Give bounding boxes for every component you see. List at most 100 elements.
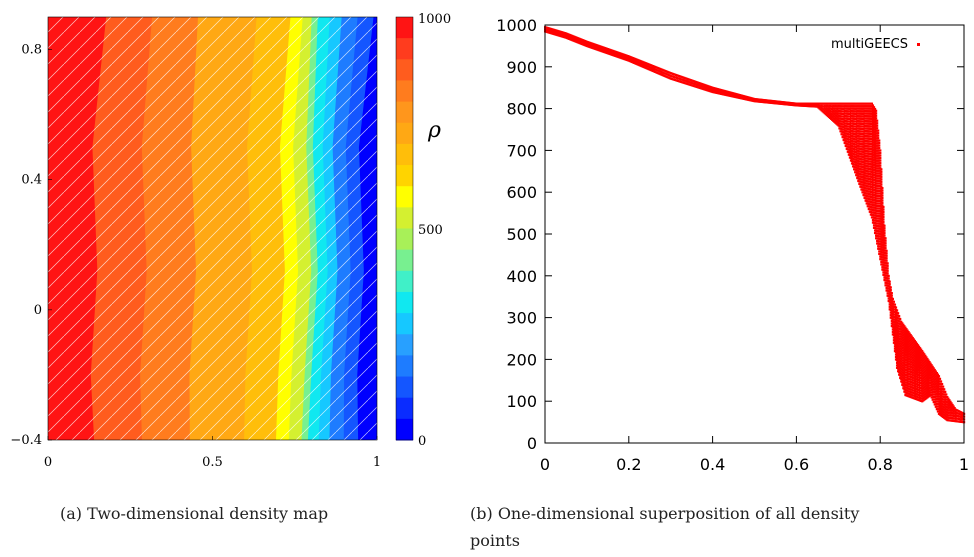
scatter-point: [949, 406, 952, 409]
scatter-point: [879, 151, 882, 155]
scatter-point: [913, 354, 916, 358]
scatter-point: [886, 272, 889, 275]
scatter-panel: 0 0.2 0.4 0.6 0.8 1 0 100 200 300 400 500 600 700 800…: [496, 16, 969, 474]
scatter-point: [888, 283, 891, 286]
scatter-point: [892, 300, 896, 303]
scatter-point: [943, 411, 946, 414]
scatter-point: [875, 114, 878, 117]
scatter-point: [908, 350, 911, 353]
scatter-point: [960, 416, 964, 419]
scatter-point: [915, 360, 919, 363]
scatter-point: [898, 360, 901, 364]
scatter-point: [920, 353, 923, 356]
scatter-point: [900, 338, 903, 341]
map-y-tick-label: 0.4: [21, 173, 42, 188]
scatter-point: [873, 161, 877, 164]
colorbar-level: [396, 334, 413, 356]
scatter-point: [881, 201, 884, 205]
scatter-point: [910, 335, 913, 338]
scatter-point: [862, 155, 865, 159]
scatter-point: [949, 403, 952, 406]
scatter-point: [881, 199, 884, 202]
scatter-point: [903, 365, 906, 368]
colorbar-label: ρ: [427, 118, 441, 143]
scatter-point: [900, 320, 903, 323]
colorbar: 1000 500 0 ρ: [395, 12, 451, 449]
scatter-point: [887, 274, 890, 277]
scatter-x-tick-label: 0.6: [784, 455, 809, 474]
scatter-point: [932, 372, 935, 375]
scatter-point: [902, 361, 905, 364]
scatter-point: [881, 191, 884, 195]
scatter-point: [920, 356, 923, 359]
scatter-point: [906, 339, 909, 342]
scatter-point: [880, 188, 883, 191]
scatter-point: [879, 162, 882, 165]
scatter-point: [900, 360, 903, 363]
scatter-point: [855, 145, 858, 149]
scatter-point: [912, 338, 915, 341]
scatter-point: [921, 350, 924, 353]
scatter-point: [900, 345, 903, 348]
scatter-point: [934, 370, 937, 373]
scatter-point: [888, 280, 891, 283]
scatter-point: [933, 368, 936, 372]
scatter-point: [900, 353, 903, 356]
scatter-point: [913, 357, 916, 360]
scatter-point: [912, 351, 915, 354]
scatter-point: [870, 137, 874, 141]
scatter-point: [910, 348, 913, 351]
scatter-point: [912, 343, 915, 346]
scatter-point: [881, 194, 884, 197]
scatter-point: [915, 347, 919, 350]
scatter-point: [917, 350, 921, 353]
scatter-point: [914, 341, 918, 344]
scatter-point: [902, 338, 905, 342]
scatter-point: [877, 132, 880, 135]
scatter-point: [881, 189, 884, 192]
scatter-point: [910, 345, 913, 348]
map-x-ticks: 0 0.5 1: [44, 436, 381, 470]
scatter-point: [908, 332, 911, 335]
scatter-point: [882, 208, 885, 211]
scatter-point: [942, 385, 945, 388]
scatter-point: [946, 396, 949, 399]
scatter-y-tick-label: 600: [506, 183, 537, 202]
scatter-point: [882, 213, 885, 216]
scatter-point: [915, 342, 919, 345]
scatter-point: [836, 120, 839, 123]
scatter-point: [873, 150, 877, 154]
scatter-point: [883, 234, 886, 237]
scatter-point: [910, 350, 913, 353]
scatter-point: [905, 338, 908, 341]
scatter-point: [883, 229, 886, 232]
scatter-point: [905, 333, 908, 336]
scatter-point: [935, 379, 938, 382]
map-y-tick-label: −0.4: [10, 433, 42, 448]
scatter-point: [903, 345, 906, 348]
scatter-point: [882, 225, 885, 229]
scatter-point: [903, 347, 906, 350]
scatter-point: [881, 187, 884, 190]
scatter-point: [905, 348, 908, 351]
scatter-points: [544, 26, 966, 424]
scatter-point: [870, 140, 874, 143]
scatter-y-tick-label: 0: [527, 434, 537, 453]
scatter-y-tick-label: 500: [506, 225, 537, 244]
scatter-point: [902, 344, 905, 347]
scatter-y-tick-label: 400: [506, 267, 537, 286]
scatter-point: [954, 413, 957, 416]
scatter-point: [842, 123, 845, 126]
scatter-point: [903, 342, 906, 345]
scatter-point: [879, 156, 882, 160]
scatter-point: [833, 117, 836, 121]
scatter-point: [908, 352, 911, 355]
scatter-point: [920, 361, 923, 364]
scatter-y-tick-label: 1000: [496, 16, 537, 35]
scatter-point: [898, 315, 901, 318]
scatter-point: [890, 292, 893, 295]
scatter-point: [848, 138, 852, 141]
scatter-point: [917, 358, 921, 361]
scatter-point: [890, 294, 893, 297]
